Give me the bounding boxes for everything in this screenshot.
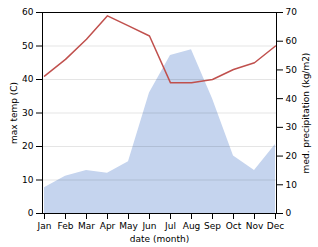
svg-text:Jan: Jan bbox=[37, 221, 52, 231]
svg-text:Mar: Mar bbox=[78, 221, 95, 231]
svg-text:60: 60 bbox=[22, 7, 34, 17]
svg-text:Dec: Dec bbox=[267, 221, 284, 231]
svg-text:30: 30 bbox=[286, 122, 298, 132]
svg-text:50: 50 bbox=[286, 65, 298, 75]
svg-text:20: 20 bbox=[286, 151, 298, 161]
svg-text:10: 10 bbox=[22, 175, 34, 185]
svg-text:Feb: Feb bbox=[58, 221, 74, 231]
svg-text:0: 0 bbox=[28, 208, 34, 218]
svg-text:10: 10 bbox=[286, 180, 298, 190]
svg-text:Aug: Aug bbox=[183, 221, 201, 231]
svg-text:Jun: Jun bbox=[141, 221, 156, 231]
svg-text:20: 20 bbox=[22, 141, 34, 151]
svg-text:May: May bbox=[119, 221, 138, 231]
svg-text:60: 60 bbox=[286, 36, 298, 46]
svg-text:50: 50 bbox=[22, 41, 34, 51]
svg-text:date (month): date (month) bbox=[130, 234, 189, 244]
svg-text:30: 30 bbox=[22, 108, 34, 118]
svg-text:0: 0 bbox=[286, 208, 292, 218]
svg-text:med. precipitation (kg/m2): med. precipitation (kg/m2) bbox=[301, 53, 311, 174]
svg-text:Oct: Oct bbox=[226, 221, 242, 231]
svg-text:Nov: Nov bbox=[246, 221, 264, 231]
svg-text:Sep: Sep bbox=[204, 221, 221, 231]
svg-text:Apr: Apr bbox=[100, 221, 116, 231]
svg-text:max temp (C): max temp (C) bbox=[9, 82, 19, 144]
svg-text:40: 40 bbox=[286, 94, 298, 104]
svg-text:Jul: Jul bbox=[164, 221, 176, 231]
svg-text:40: 40 bbox=[22, 74, 34, 84]
svg-text:70: 70 bbox=[286, 7, 298, 17]
